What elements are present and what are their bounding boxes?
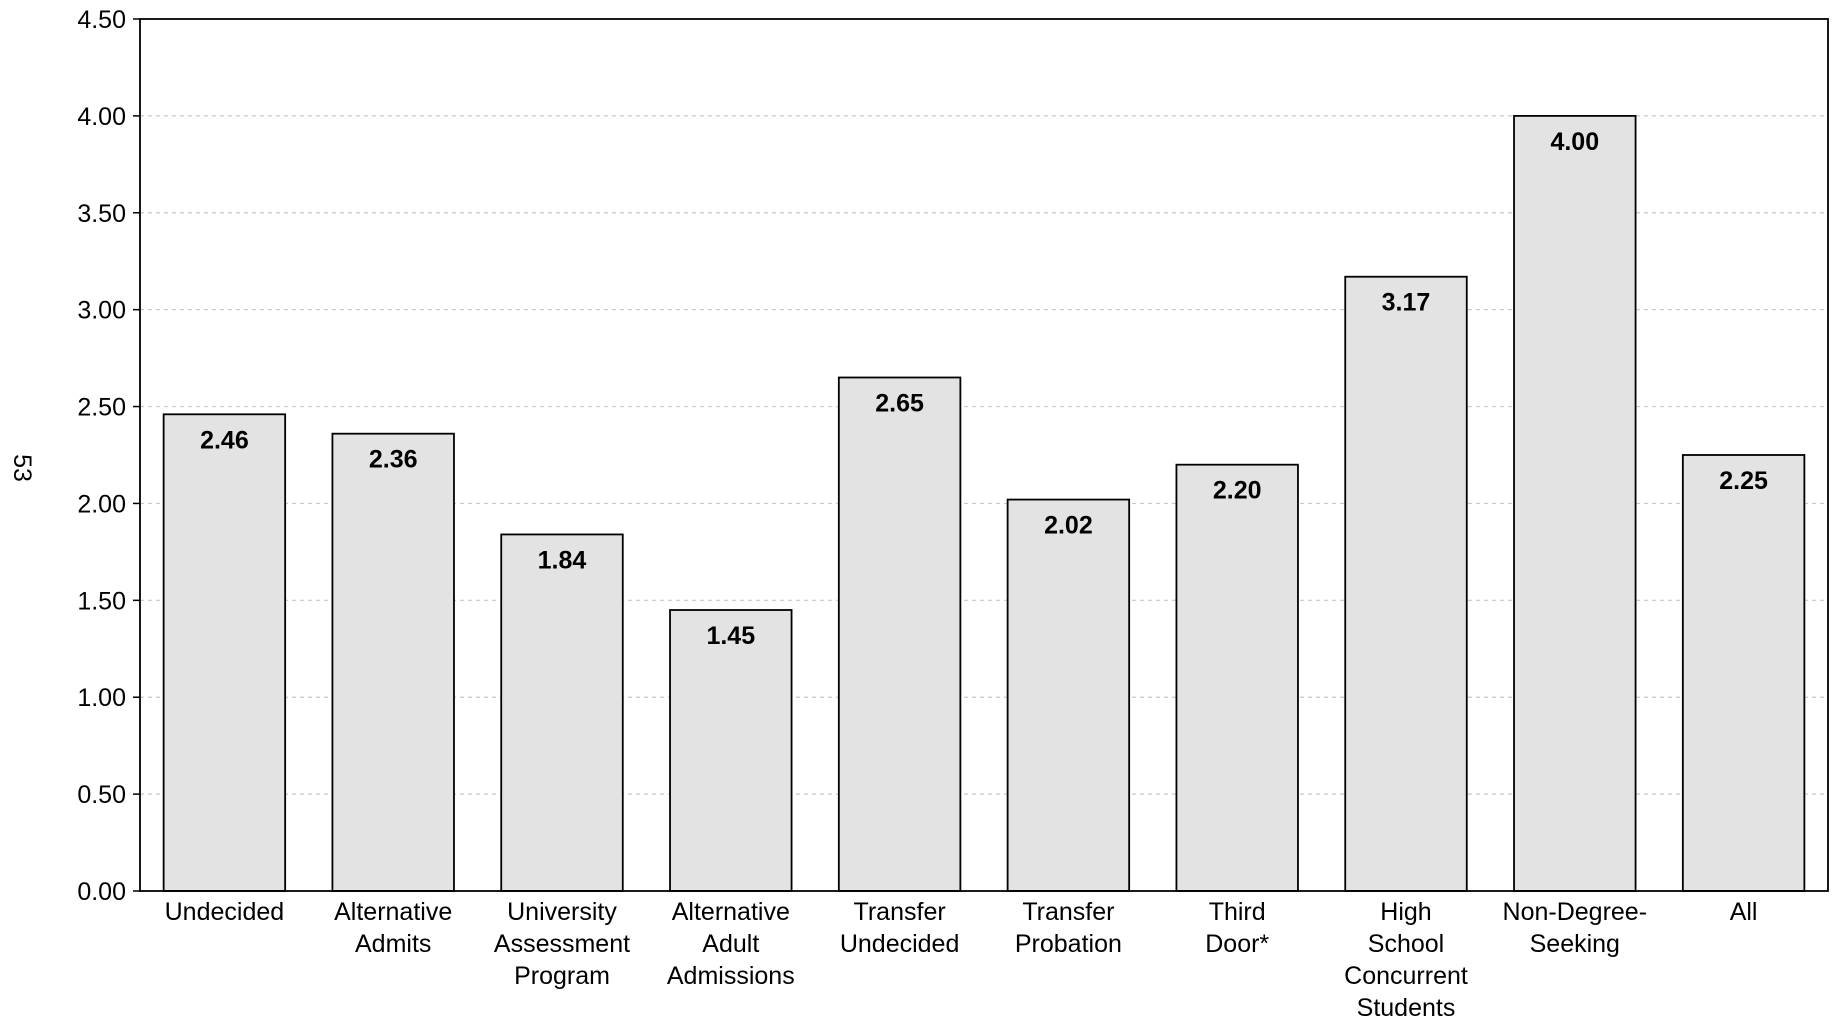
bar [1513, 114, 1637, 892]
bar [1006, 498, 1131, 892]
data-label: 1.84 [538, 546, 587, 574]
y-tick-label: 0.50 [77, 781, 126, 809]
x-axis-label-line: Transfer [1022, 898, 1114, 926]
x-axis-label-line: Admits [355, 930, 431, 958]
x-axis-label-line: University [507, 898, 617, 926]
x-axis-label-line: Undecided [840, 930, 960, 958]
x-axis-label-line: Seeking [1530, 930, 1620, 958]
y-tick-label: 4.50 [77, 6, 126, 34]
bar [837, 376, 962, 892]
x-axis-label-line: Third [1209, 898, 1266, 926]
x-axis-label: Alternative Admits [334, 898, 452, 958]
y-axis-ticks: 0.00 0.50 1.00 1.50 2.00 2.50 3.00 3.50 4.00 4.50 [77, 6, 140, 906]
x-axis-label-line: Door* [1205, 930, 1269, 958]
x-axis-label-line: High [1380, 898, 1431, 926]
data-label: 2.25 [1719, 467, 1768, 495]
y-tick-label: 4.00 [77, 103, 126, 131]
x-axis-label-line: Undecided [165, 898, 285, 926]
x-axis-label: Third Door* [1205, 898, 1269, 958]
data-label: 2.20 [1213, 477, 1262, 505]
y-tick-label: 3.00 [77, 297, 126, 325]
bar [162, 413, 287, 892]
data-labels: 2.46 2.36 1.84 1.45 2.65 2.02 2.20 3.17 4.00 2.25 [200, 128, 1768, 650]
data-label: 3.17 [1382, 289, 1431, 317]
x-axis-label: High School Concurrent Students [1344, 898, 1468, 1018]
x-axis-labels: Undecided Alternative Admits University Asse… [165, 898, 1758, 1018]
x-axis-label-line: Assessment [494, 930, 630, 958]
bar [669, 609, 793, 892]
x-axis-label-line: Probation [1015, 930, 1122, 958]
data-label: 1.45 [706, 622, 755, 650]
data-label: 2.02 [1044, 512, 1093, 540]
y-tick-label: 0.00 [77, 878, 126, 906]
x-axis-label-line: Students [1357, 994, 1456, 1018]
bar [500, 533, 624, 892]
axes [139, 18, 1829, 892]
x-axis-label-line: Alternative [334, 898, 452, 926]
y-tick-label: 2.00 [77, 490, 126, 518]
x-axis-label: Transfer Probation [1015, 898, 1122, 958]
x-axis-label: All [1730, 898, 1758, 926]
plot-frame [139, 18, 1829, 892]
x-axis-label-line: Program [514, 962, 610, 990]
bar [1344, 275, 1468, 892]
x-axis-label-line: Admissions [667, 962, 795, 990]
bar [1175, 463, 1299, 892]
y-tick-label: 3.50 [77, 200, 126, 228]
x-axis-label-line: All [1730, 898, 1758, 926]
bar [331, 432, 455, 892]
x-axis-label-line: School [1368, 930, 1444, 958]
data-label: 4.00 [1550, 128, 1599, 156]
x-axis-label: Undecided [165, 898, 285, 926]
x-axis-label-line: Non-Degree- [1503, 898, 1648, 926]
x-axis-label-line: Concurrent [1344, 962, 1468, 990]
bar [1681, 454, 1806, 892]
data-label: 2.46 [200, 426, 249, 454]
x-axis-label: Alternative Adult Admissions [667, 898, 795, 990]
x-axis-label-line: Adult [702, 930, 759, 958]
bars [162, 114, 1806, 892]
y-tick-label: 1.50 [77, 587, 126, 615]
x-axis-label: Transfer Undecided [840, 898, 960, 958]
page-number-group: 53 [8, 454, 36, 482]
x-axis-label: University Assessment Program [494, 898, 630, 990]
x-axis-label: Non-Degree- Seeking [1503, 898, 1648, 958]
y-tick-label: 2.50 [77, 394, 126, 422]
y-tick-label: 1.00 [77, 684, 126, 712]
page-number: 53 [8, 454, 36, 482]
x-axis-label-line: Alternative [672, 898, 790, 926]
data-label: 2.36 [369, 446, 418, 474]
data-label: 2.65 [875, 389, 924, 417]
x-axis-label-line: Transfer [854, 898, 946, 926]
